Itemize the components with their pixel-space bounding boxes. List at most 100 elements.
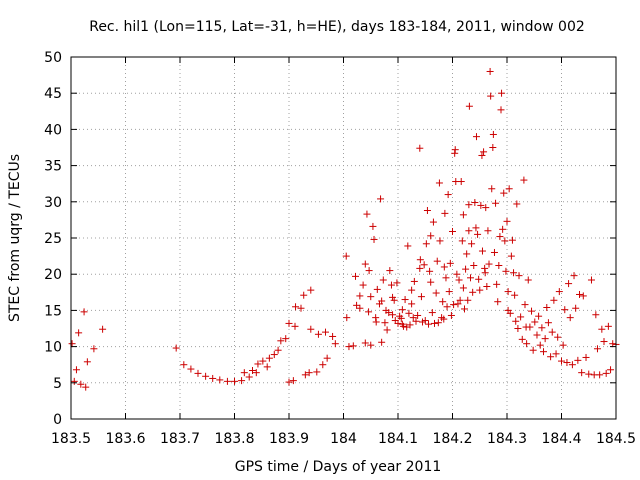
data-point	[579, 292, 587, 300]
data-point	[417, 293, 425, 301]
x-tick-label: 183.7	[160, 431, 200, 447]
data-point	[291, 322, 299, 330]
data-point	[481, 264, 489, 272]
data-point	[485, 260, 493, 268]
data-point	[194, 369, 202, 377]
data-point	[440, 315, 448, 323]
data-point	[428, 309, 436, 317]
data-point	[465, 227, 473, 235]
data-point	[552, 350, 560, 358]
data-point	[356, 292, 364, 300]
data-point	[515, 272, 523, 280]
y-tick-label: 35	[44, 159, 62, 175]
data-point	[72, 366, 80, 374]
data-point	[285, 319, 293, 327]
data-point	[518, 335, 526, 343]
data-point	[464, 296, 472, 304]
data-point	[520, 176, 528, 184]
data-point	[463, 250, 471, 258]
data-point	[385, 309, 393, 317]
data-point	[602, 369, 610, 377]
data-point	[387, 281, 395, 289]
data-point	[457, 178, 465, 186]
data-point	[435, 179, 443, 187]
data-point	[541, 335, 549, 343]
data-point	[433, 257, 441, 265]
y-tick-label: 30	[44, 195, 62, 211]
data-point	[432, 289, 440, 297]
data-point	[408, 286, 416, 294]
data-point	[528, 307, 536, 315]
data-point	[451, 146, 459, 154]
y-tick-label: 40	[44, 122, 62, 138]
data-point	[440, 263, 448, 271]
data-point	[397, 314, 405, 322]
data-point	[512, 317, 520, 325]
data-point	[421, 317, 429, 325]
data-point	[365, 267, 373, 275]
y-tick-label: 20	[44, 267, 62, 283]
data-point	[561, 306, 569, 314]
data-point	[301, 371, 309, 379]
y-tick-labels: 0 5 10 15 20 25 30 35 40 45 50	[44, 50, 62, 428]
data-point	[285, 378, 293, 386]
data-point	[378, 297, 386, 305]
data-point	[488, 185, 496, 193]
data-point	[476, 286, 484, 294]
data-point	[442, 274, 450, 282]
data-point	[398, 320, 406, 328]
data-point	[494, 298, 502, 306]
data-point	[598, 325, 606, 333]
data-point	[585, 370, 593, 378]
data-point	[570, 272, 578, 280]
data-point	[427, 278, 435, 286]
data-point	[353, 301, 361, 309]
x-tick-label: 184.3	[487, 431, 527, 447]
data-point	[443, 303, 451, 311]
data-point	[568, 361, 576, 369]
data-point	[554, 333, 562, 341]
data-point	[425, 320, 433, 328]
data-point	[342, 252, 350, 260]
data-point	[377, 195, 385, 203]
data-point	[259, 357, 267, 365]
x-tick-label: 184	[330, 431, 357, 447]
data-point	[470, 262, 478, 270]
data-point	[471, 199, 479, 207]
data-point	[406, 321, 414, 329]
data-point	[607, 366, 615, 374]
data-point	[445, 288, 453, 296]
data-point	[465, 201, 473, 209]
data-point	[468, 240, 476, 248]
data-point	[363, 210, 371, 218]
data-point	[416, 256, 424, 264]
data-point	[486, 67, 494, 75]
data-point	[482, 204, 490, 212]
data-point	[559, 341, 567, 349]
data-point	[478, 151, 486, 159]
data-point	[372, 318, 380, 326]
data-point	[99, 325, 107, 333]
data-point	[416, 144, 424, 152]
data-point	[493, 280, 501, 288]
data-point	[529, 346, 537, 354]
data-point	[500, 189, 508, 197]
data-point	[429, 218, 437, 226]
data-point	[238, 377, 246, 385]
data-point	[458, 237, 466, 245]
data-point	[459, 284, 467, 292]
data-point	[422, 240, 430, 248]
data-point	[254, 360, 262, 368]
data-point	[300, 291, 308, 299]
data-point	[265, 354, 273, 362]
data-point	[462, 265, 470, 273]
data-point	[82, 383, 90, 391]
data-point	[202, 372, 210, 380]
data-point	[405, 309, 413, 317]
data-point	[503, 217, 511, 225]
grid-lines	[71, 57, 616, 419]
data-point	[386, 267, 394, 275]
y-tick-label: 10	[44, 340, 62, 356]
data-point	[475, 275, 483, 283]
x-tick-labels: 183.5 183.6 183.7 183.8 183.9 184 184.1 184.2 18…	[51, 431, 636, 447]
